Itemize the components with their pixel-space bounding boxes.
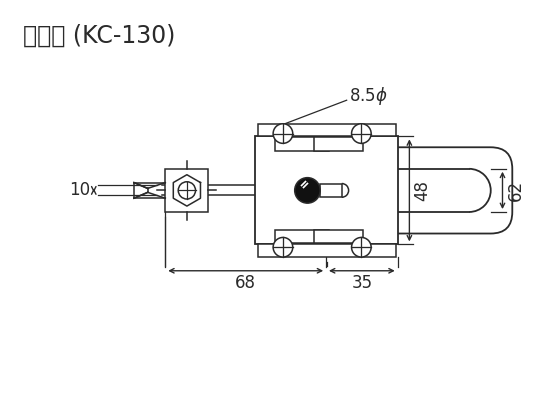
Text: 68: 68 <box>235 274 256 292</box>
Bar <box>314 230 363 243</box>
Bar <box>320 184 342 197</box>
Bar <box>275 230 329 243</box>
Bar <box>275 137 329 151</box>
Bar <box>258 244 396 257</box>
Circle shape <box>352 237 371 257</box>
Bar <box>314 137 363 151</box>
Bar <box>255 136 398 244</box>
Circle shape <box>273 124 293 143</box>
Circle shape <box>295 178 320 203</box>
Text: 48: 48 <box>413 180 431 201</box>
Text: 62: 62 <box>506 180 524 201</box>
Text: 10: 10 <box>69 181 90 200</box>
Text: 8.5$\phi$: 8.5$\phi$ <box>349 85 388 107</box>
Bar <box>258 124 396 136</box>
Circle shape <box>178 182 195 199</box>
Bar <box>363 169 469 212</box>
Circle shape <box>352 124 371 143</box>
Text: 35: 35 <box>351 274 372 292</box>
Text: 寸法図 (KC-130): 寸法図 (KC-130) <box>23 24 176 48</box>
Circle shape <box>273 237 293 257</box>
FancyBboxPatch shape <box>342 147 512 234</box>
Bar <box>165 169 208 212</box>
